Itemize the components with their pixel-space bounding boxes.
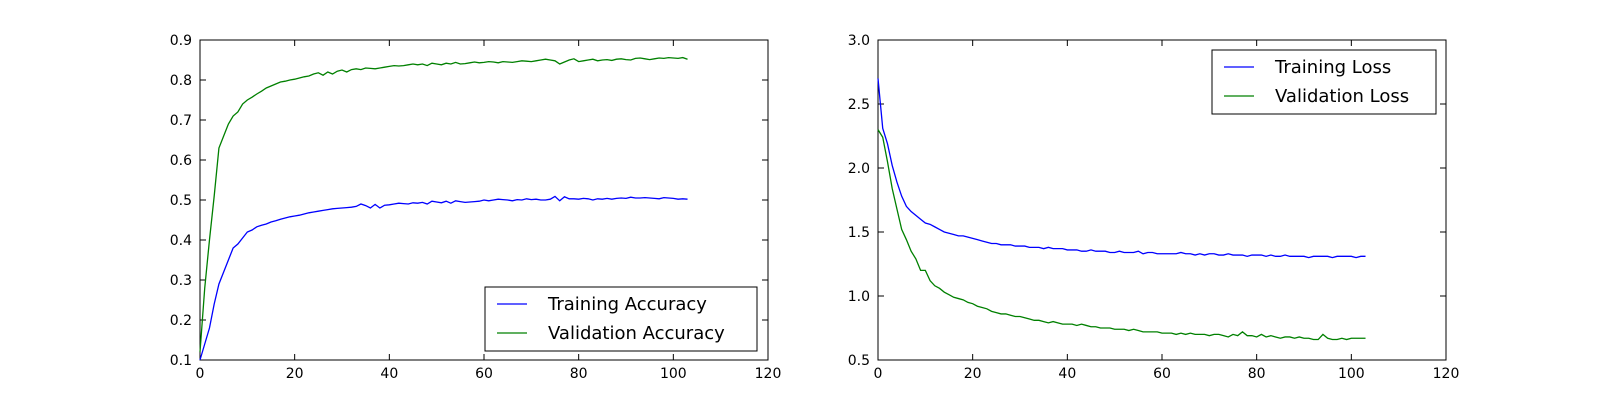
x-tick-label: 100 — [1338, 366, 1365, 382]
y-tick-label: 0.8 — [170, 73, 192, 89]
chart-2: 0 20 40 60 80 100 120 0.5 1.0 1.5 2.0 2.5 3.0 Trainin… — [848, 33, 1460, 382]
y-tick-label: 1.0 — [848, 289, 870, 305]
legend: Training Loss Validation Loss — [1211, 49, 1437, 115]
x-tick-label: 60 — [475, 366, 493, 382]
x-tick-label: 40 — [1058, 366, 1076, 382]
y-tick-label: 0.4 — [170, 233, 192, 249]
x-tick-label: 20 — [964, 366, 982, 382]
x-tick-label: 120 — [1433, 366, 1460, 382]
y-tick-label: 0.9 — [170, 33, 192, 49]
y-tick-label: 0.6 — [170, 153, 192, 169]
y-tick-label: 1.5 — [848, 225, 870, 241]
y-tick-label: 2.0 — [848, 161, 870, 177]
legend-box — [1211, 49, 1437, 115]
y-tick-label: 0.3 — [170, 273, 192, 289]
y-tick-label: 2.5 — [848, 97, 870, 113]
y-tick-label: 0.2 — [170, 313, 192, 329]
x-tick-label: 20 — [286, 366, 304, 382]
legend: Training Accuracy Validation Accuracy — [484, 286, 758, 352]
series-line-training-accuracy — [199, 195, 688, 361]
legend-label: Training Loss — [1274, 57, 1391, 78]
legend-label: Validation Accuracy — [548, 323, 725, 344]
x-tick-label: 0 — [874, 366, 883, 382]
chart-1: 0 20 40 60 80 100 120 0.1 0.2 0.3 0.4 0.5 0.6 0.7 0.8 0… — [170, 33, 782, 382]
x-tick-label: 0 — [196, 366, 205, 382]
y-tick-label: 3.0 — [848, 33, 870, 49]
x-tick-label: 120 — [755, 366, 782, 382]
x-tick-label: 100 — [660, 366, 687, 382]
y-tick-label: 0.7 — [170, 113, 192, 129]
y-tick-label: 0.1 — [170, 353, 192, 369]
x-tick-label: 60 — [1153, 366, 1171, 382]
x-tick-label: 40 — [380, 366, 398, 382]
legend-box — [484, 286, 758, 352]
y-tick-label: 0.5 — [848, 353, 870, 369]
legend-label: Training Accuracy — [547, 294, 707, 315]
series-line-validation-accuracy — [199, 56, 688, 353]
x-tick-label: 80 — [1248, 366, 1266, 382]
legend-label: Validation Loss — [1275, 86, 1409, 107]
series-line-training-loss — [877, 78, 1366, 259]
x-tick-label: 80 — [570, 366, 588, 382]
series-line-validation-loss — [877, 129, 1366, 341]
y-tick-label: 0.5 — [170, 193, 192, 209]
